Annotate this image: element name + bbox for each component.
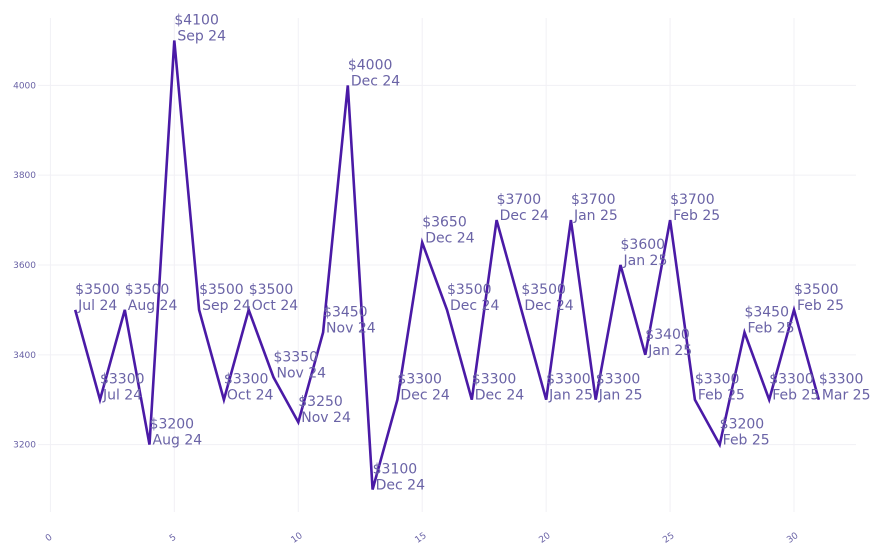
date-label: Dec 24: [524, 298, 573, 314]
x-tick-label: 15: [414, 531, 429, 546]
price-label: $3500: [521, 282, 566, 298]
price-label: $3300: [546, 372, 591, 388]
date-label: Feb 25: [772, 388, 819, 404]
price-label: $3300: [397, 372, 442, 388]
price-label: $3200: [720, 417, 765, 433]
date-label: Jan 25: [598, 388, 643, 404]
price-label: $3300: [769, 372, 814, 388]
date-label: Oct 24: [227, 388, 274, 404]
date-label: Feb 25: [747, 320, 794, 336]
x-tick-label: 10: [290, 531, 305, 546]
date-label: Feb 25: [723, 433, 770, 449]
y-axis: 3200 3400 3600 3800 4000: [13, 81, 36, 450]
price-label: $3500: [199, 282, 244, 298]
date-label: Feb 25: [698, 388, 745, 404]
date-label: Nov 24: [301, 410, 351, 426]
price-label: $3500: [125, 282, 170, 298]
date-label: Feb 25: [797, 298, 844, 314]
data-points: [75, 40, 819, 490]
price-label: $3300: [819, 372, 864, 388]
price-label: $3400: [645, 327, 690, 343]
x-tick-label: 25: [661, 531, 676, 546]
date-label: Nov 24: [276, 365, 326, 381]
y-tick-label: 4000: [13, 81, 36, 91]
price-label: $3700: [571, 192, 616, 208]
price-label: $3450: [323, 304, 368, 320]
price-label: $3450: [744, 304, 789, 320]
price-label: $3700: [670, 192, 715, 208]
x-axis: 0 5 10 15 20 25 30: [44, 531, 801, 546]
date-label: Jan 25: [623, 253, 668, 269]
price-label: $3200: [150, 417, 195, 433]
x-tick-label: 0: [44, 532, 55, 544]
price-label: $4100: [174, 12, 219, 28]
date-label: Nov 24: [326, 320, 376, 336]
date-label: Aug 24: [128, 298, 178, 314]
date-label: Jan 25: [647, 343, 692, 359]
price-label: $3250: [298, 394, 343, 410]
price-label: $3500: [794, 282, 839, 298]
date-label: Feb 25: [673, 208, 720, 224]
date-label: Oct 24: [252, 298, 299, 314]
date-label: Dec 24: [475, 388, 524, 404]
price-label: $3300: [596, 372, 641, 388]
x-tick-label: 20: [537, 531, 552, 546]
price-label: $3650: [422, 215, 467, 231]
x-tick-label: 30: [785, 531, 800, 546]
date-label: Dec 24: [500, 208, 549, 224]
date-label: Jan 25: [548, 388, 593, 404]
price-label: $3100: [373, 462, 418, 478]
date-label: Dec 24: [351, 73, 400, 89]
date-label: Sep 24: [202, 298, 251, 314]
price-label: $3300: [472, 372, 517, 388]
grid: [38, 18, 856, 512]
y-tick-label: 3200: [13, 441, 36, 451]
y-tick-label: 3800: [13, 171, 36, 181]
date-label: Aug 24: [153, 433, 203, 449]
price-label: $3700: [497, 192, 542, 208]
date-label: Mar 25: [822, 388, 871, 404]
date-label: Dec 24: [376, 478, 425, 494]
x-tick-label: 5: [168, 533, 178, 544]
date-label: Jul 24: [77, 298, 117, 314]
date-label: Dec 24: [425, 231, 474, 247]
price-label: $3500: [447, 282, 492, 298]
price-label: $3500: [249, 282, 294, 298]
price-label: $3350: [273, 349, 318, 365]
date-label: Jan 25: [573, 208, 618, 224]
price-label: $4000: [348, 57, 393, 73]
date-label: Dec 24: [450, 298, 499, 314]
price-label: $3600: [621, 237, 666, 253]
price-label: $3300: [100, 372, 145, 388]
date-label: Dec 24: [400, 388, 449, 404]
y-tick-label: 3400: [13, 351, 36, 361]
price-label: $3500: [75, 282, 120, 298]
date-label: Jul 24: [102, 388, 142, 404]
price-label: $3300: [224, 372, 269, 388]
y-tick-label: 3600: [13, 261, 36, 271]
date-label: Sep 24: [177, 28, 226, 44]
price-label: $3300: [695, 372, 740, 388]
